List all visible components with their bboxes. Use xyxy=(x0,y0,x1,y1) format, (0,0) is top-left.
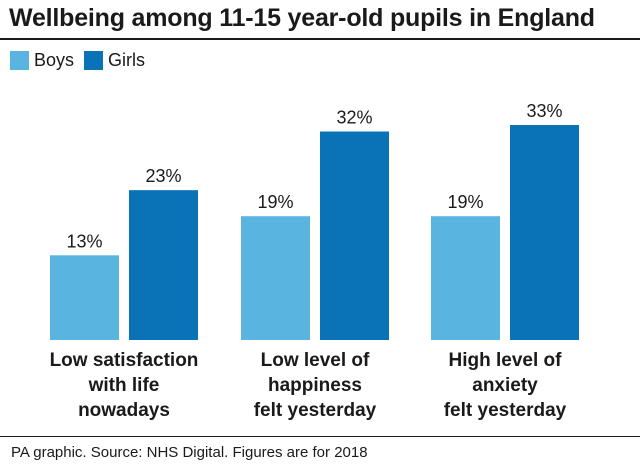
legend-label-boys: Boys xyxy=(34,50,75,70)
category-label-1-line-2: with life xyxy=(88,375,160,396)
bar-chart: 13% 23% Low satisfaction with life nowadays 1… xyxy=(50,101,579,421)
bar-girls-1 xyxy=(129,190,198,340)
source-note: PA graphic. Source: NHS Digital. Figures… xyxy=(11,444,368,461)
legend: Boys Girls xyxy=(10,50,155,71)
bar-girls-2 xyxy=(320,131,389,340)
category-label-1-line-3: nowadays xyxy=(78,400,170,421)
category-label-3-line-1: High level of xyxy=(449,350,563,371)
category-label-2-line-2: happiness xyxy=(268,375,362,396)
value-label-boys-2: 19% xyxy=(257,192,293,212)
legend-item-boys: Boys xyxy=(10,50,74,71)
legend-swatch-boys xyxy=(10,51,29,70)
value-label-boys-3: 19% xyxy=(447,192,483,212)
legend-swatch-girls xyxy=(84,51,104,70)
value-label-boys-1: 13% xyxy=(66,231,102,251)
category-label-3-line-2: anxiety xyxy=(472,375,538,396)
bar-boys-3 xyxy=(431,216,500,340)
category-label-2-line-3: felt yesterday xyxy=(254,400,377,421)
value-label-girls-1: 23% xyxy=(145,166,181,186)
category-label-2-line-1: Low level of xyxy=(261,350,370,371)
bar-boys-2 xyxy=(241,216,310,340)
value-label-girls-3: 33% xyxy=(526,101,562,121)
chart-title: Wellbeing among 11-15 year-old pupils in… xyxy=(9,4,595,32)
value-label-girls-2: 32% xyxy=(336,108,372,128)
category-label-1-line-1: Low satisfaction xyxy=(50,350,199,371)
bar-boys-1 xyxy=(50,255,119,340)
category-label-3-line-3: felt yesterday xyxy=(444,400,567,421)
footer-divider xyxy=(0,436,640,437)
legend-label-girls: Girls xyxy=(108,50,146,70)
bar-girls-3 xyxy=(510,125,579,340)
title-divider xyxy=(0,38,640,40)
legend-item-girls: Girls xyxy=(84,50,145,71)
